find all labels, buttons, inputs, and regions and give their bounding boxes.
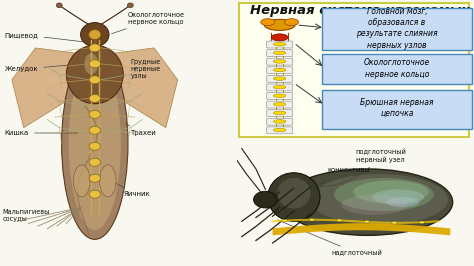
Ellipse shape — [310, 174, 448, 225]
Ellipse shape — [254, 191, 277, 208]
Text: надглоточный: надглоточный — [277, 220, 383, 256]
Ellipse shape — [273, 128, 286, 132]
Ellipse shape — [100, 165, 116, 197]
Ellipse shape — [89, 110, 100, 118]
Text: Пищевод: Пищевод — [5, 32, 87, 42]
Text: Яичник: Яичник — [114, 182, 150, 197]
Ellipse shape — [273, 77, 286, 80]
Ellipse shape — [282, 169, 453, 235]
Ellipse shape — [69, 57, 121, 230]
Ellipse shape — [89, 30, 101, 40]
Ellipse shape — [273, 120, 286, 123]
Ellipse shape — [334, 178, 434, 211]
Ellipse shape — [261, 19, 275, 26]
Ellipse shape — [309, 219, 315, 221]
Polygon shape — [12, 48, 76, 128]
Ellipse shape — [66, 45, 123, 104]
Ellipse shape — [89, 44, 100, 52]
FancyBboxPatch shape — [266, 58, 292, 65]
Ellipse shape — [89, 94, 100, 102]
Text: Нервная система насекомых: Нервная система насекомых — [250, 4, 470, 17]
Text: Трахеи: Трахеи — [126, 124, 156, 136]
Ellipse shape — [264, 19, 295, 30]
Ellipse shape — [273, 51, 286, 55]
Ellipse shape — [273, 60, 286, 63]
Ellipse shape — [273, 111, 286, 115]
Ellipse shape — [284, 19, 299, 26]
FancyBboxPatch shape — [266, 50, 292, 57]
Ellipse shape — [419, 221, 425, 223]
FancyBboxPatch shape — [266, 101, 292, 108]
Text: Желудок: Желудок — [5, 64, 80, 72]
Ellipse shape — [282, 219, 287, 222]
FancyBboxPatch shape — [322, 54, 472, 84]
Text: Грудные
нервные
узлы: Грудные нервные узлы — [114, 59, 161, 79]
Ellipse shape — [277, 178, 310, 209]
FancyBboxPatch shape — [266, 75, 292, 82]
FancyBboxPatch shape — [266, 110, 292, 117]
Ellipse shape — [273, 103, 286, 106]
Polygon shape — [114, 48, 178, 128]
Ellipse shape — [341, 194, 408, 215]
FancyBboxPatch shape — [266, 41, 292, 48]
Ellipse shape — [372, 189, 424, 205]
Text: Мальпигиевы
сосуды: Мальпигиевы сосуды — [2, 209, 50, 222]
Ellipse shape — [89, 126, 100, 134]
Ellipse shape — [89, 174, 100, 182]
Ellipse shape — [128, 3, 133, 8]
Ellipse shape — [89, 190, 100, 198]
Ellipse shape — [273, 43, 286, 46]
Ellipse shape — [364, 221, 370, 223]
Ellipse shape — [337, 219, 342, 221]
Ellipse shape — [81, 23, 109, 47]
Text: подглоточный
нервный узел: подглоточный нервный узел — [299, 148, 406, 187]
Text: Окологлоточное
нервное кольцо: Окологлоточное нервное кольцо — [112, 12, 185, 34]
Text: коннективы: коннективы — [292, 167, 370, 201]
FancyBboxPatch shape — [266, 84, 292, 91]
Text: Кишка: Кишка — [5, 130, 78, 136]
Text: Головной мозг,
образовался в
результате слияния
нервных узлов: Головной мозг, образовался в результате … — [356, 7, 438, 49]
FancyBboxPatch shape — [266, 93, 292, 99]
Ellipse shape — [89, 158, 100, 166]
Text: Брюшная нервная
цепочка: Брюшная нервная цепочка — [360, 98, 434, 118]
Ellipse shape — [353, 180, 429, 203]
Ellipse shape — [89, 76, 100, 84]
FancyBboxPatch shape — [322, 8, 472, 50]
Ellipse shape — [273, 85, 286, 89]
FancyBboxPatch shape — [239, 3, 469, 137]
Ellipse shape — [84, 53, 99, 74]
FancyBboxPatch shape — [322, 90, 472, 129]
Ellipse shape — [89, 60, 100, 68]
Ellipse shape — [271, 34, 288, 41]
Ellipse shape — [273, 94, 286, 97]
FancyBboxPatch shape — [266, 127, 292, 134]
Ellipse shape — [392, 222, 397, 224]
Ellipse shape — [268, 173, 320, 221]
Ellipse shape — [273, 68, 286, 72]
Ellipse shape — [73, 165, 90, 197]
Ellipse shape — [56, 3, 62, 8]
Text: Окологлоточное
нервное кольцо: Окологлоточное нервное кольцо — [364, 59, 430, 78]
Ellipse shape — [62, 48, 128, 239]
FancyBboxPatch shape — [266, 118, 292, 125]
FancyBboxPatch shape — [266, 67, 292, 74]
Ellipse shape — [386, 197, 419, 207]
Ellipse shape — [89, 142, 100, 150]
